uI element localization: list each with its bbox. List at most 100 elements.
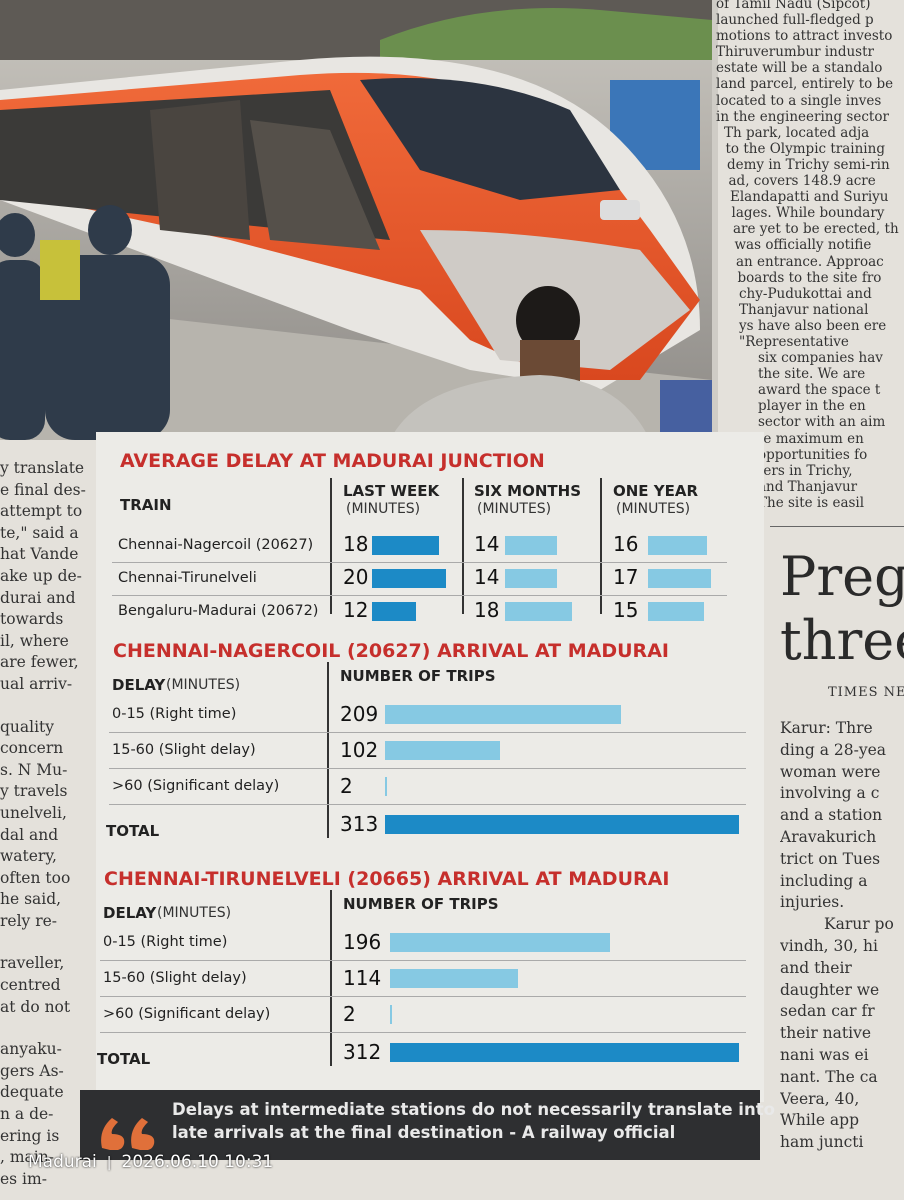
row-rule xyxy=(112,595,727,596)
text-line: centred xyxy=(0,976,61,995)
text-line: was officially notifie xyxy=(734,237,872,254)
quote-line: Delays at intermediate stations do not n… xyxy=(172,1100,775,1119)
column-unit: (MINUTES) xyxy=(616,501,691,517)
quote-icon xyxy=(101,1118,155,1150)
text-line: and their xyxy=(780,958,852,977)
delay-value: 20 xyxy=(343,565,369,589)
train-name: Chennai-Tirunelveli xyxy=(118,570,257,586)
quote-text: Delays at intermediate stations do not n… xyxy=(172,1098,775,1144)
bar xyxy=(372,569,446,588)
text-line: Th park, located adja xyxy=(724,124,870,141)
text-line: land parcel, entirely to be xyxy=(716,76,894,93)
text-line: es im- xyxy=(0,1169,47,1188)
text-line: ding a 28-yea xyxy=(780,740,887,759)
text-line: Thiruverumbur industr xyxy=(716,44,874,61)
text-line: attempt to xyxy=(0,502,83,521)
text-line: are fewer, xyxy=(0,653,79,672)
text-line: "Representative xyxy=(739,333,849,350)
bar xyxy=(385,705,622,724)
text-line: ys have also been ere xyxy=(739,317,887,334)
text-line: Elandapatti and Suriyu xyxy=(730,189,889,206)
total-value: 313 xyxy=(340,812,379,836)
delay-value: 17 xyxy=(613,565,639,589)
delay-value: 16 xyxy=(613,532,639,556)
total-label: TOTAL xyxy=(106,822,160,840)
divider xyxy=(330,890,332,1066)
text-line: woman were xyxy=(780,762,881,781)
text-line: sedan car fr xyxy=(780,1002,875,1021)
text-line: y translate xyxy=(0,459,85,477)
bar xyxy=(648,569,711,588)
section-title: CHENNAI-TIRUNELVELI (20665) ARRIVAL AT M… xyxy=(104,868,670,890)
text-line: raveller, xyxy=(0,954,65,973)
story: Pregnthree TIMES NEW Karur: Thre ding a 28-… xyxy=(780,545,904,1154)
text-line: sector with an aim xyxy=(758,414,886,431)
text-line: ual arriv- xyxy=(0,674,73,693)
text-line: of Tamil Nadu (Sipcot) xyxy=(716,0,871,12)
text-line: gers As- xyxy=(0,1061,64,1080)
text-line: te maximum en xyxy=(758,430,864,447)
text-line: in the engineering sector xyxy=(716,108,889,125)
gutter xyxy=(712,0,718,440)
headline: three xyxy=(780,609,904,672)
byline: TIMES NEW xyxy=(828,685,904,700)
right-column: of Tamil Nadu (Sipcot) launched full-fled… xyxy=(716,0,904,511)
text-line: and Thanjavur xyxy=(758,478,858,495)
text-line: te," said a xyxy=(0,523,79,542)
text-line: Karur: Thre xyxy=(780,719,873,737)
text-line: the site. We are xyxy=(758,366,866,383)
text-line: he said, xyxy=(0,890,62,909)
train-photo xyxy=(0,0,712,440)
text-line: ters in Trichy, xyxy=(758,462,853,479)
text-line: launched full-fledged p xyxy=(716,12,874,29)
text-line: While app xyxy=(780,1111,860,1130)
row-rule xyxy=(109,804,746,805)
text-line: , main- xyxy=(0,1148,54,1167)
train-name: Bengaluru-Madurai (20672) xyxy=(118,603,319,619)
delay-band: 0-15 (Right time) xyxy=(112,706,237,722)
bar xyxy=(390,1005,393,1024)
bar xyxy=(372,536,439,555)
quote-line: late arrivals at the final destination -… xyxy=(172,1123,676,1142)
watermark-place: Madurai xyxy=(28,1152,97,1172)
column-header: DELAY xyxy=(112,676,166,694)
total-label: TOTAL xyxy=(97,1050,151,1068)
text-line: often too xyxy=(0,868,71,887)
left-column: y translate e final des-attempt to te," sa… xyxy=(0,458,100,1190)
text-line: involving a c xyxy=(780,784,880,803)
watermark: Madurai | 2026.06.10 10:31 xyxy=(28,1152,273,1172)
text-line: daughter we xyxy=(780,980,880,999)
headline: Pregn xyxy=(780,545,904,608)
bar xyxy=(385,815,739,834)
column-header: LAST WEEK xyxy=(343,482,440,500)
text-line: watery, xyxy=(0,847,57,866)
rule xyxy=(770,526,904,527)
row-rule xyxy=(100,960,746,961)
total-value: 312 xyxy=(343,1040,382,1064)
text-line: are yet to be erected, th xyxy=(733,221,899,238)
bar xyxy=(390,1043,740,1062)
trip-count: 2 xyxy=(340,774,353,798)
text-line: located to a single inves xyxy=(716,92,882,109)
text-line: trict on Tues xyxy=(780,849,881,868)
watermark-datetime: 2026.06.10 10:31 xyxy=(121,1152,274,1172)
text-line: their native xyxy=(780,1024,872,1043)
bar xyxy=(648,536,708,555)
section-title: CHENNAI-NAGERCOIL (20627) ARRIVAL AT MAD… xyxy=(113,640,669,662)
delay-value: 18 xyxy=(343,532,369,556)
bar xyxy=(385,741,501,760)
text-line: including a xyxy=(780,871,868,890)
text-line: unelveli, xyxy=(0,803,67,822)
text-line: chy-Pudukottai and xyxy=(739,285,872,302)
text-line: Veera, 40, xyxy=(780,1089,860,1108)
column-header: TRAIN xyxy=(120,496,172,514)
text-line: e final des- xyxy=(0,480,86,499)
watermark-separator: | xyxy=(106,1155,112,1171)
text-line: durai and xyxy=(0,588,76,607)
row-rule xyxy=(112,562,727,563)
delay-band: 15-60 (Slight delay) xyxy=(112,742,256,758)
delay-value: 18 xyxy=(474,598,500,622)
row-rule xyxy=(109,768,746,769)
text-line: Thanjavur national xyxy=(739,301,869,318)
bar xyxy=(390,933,610,952)
